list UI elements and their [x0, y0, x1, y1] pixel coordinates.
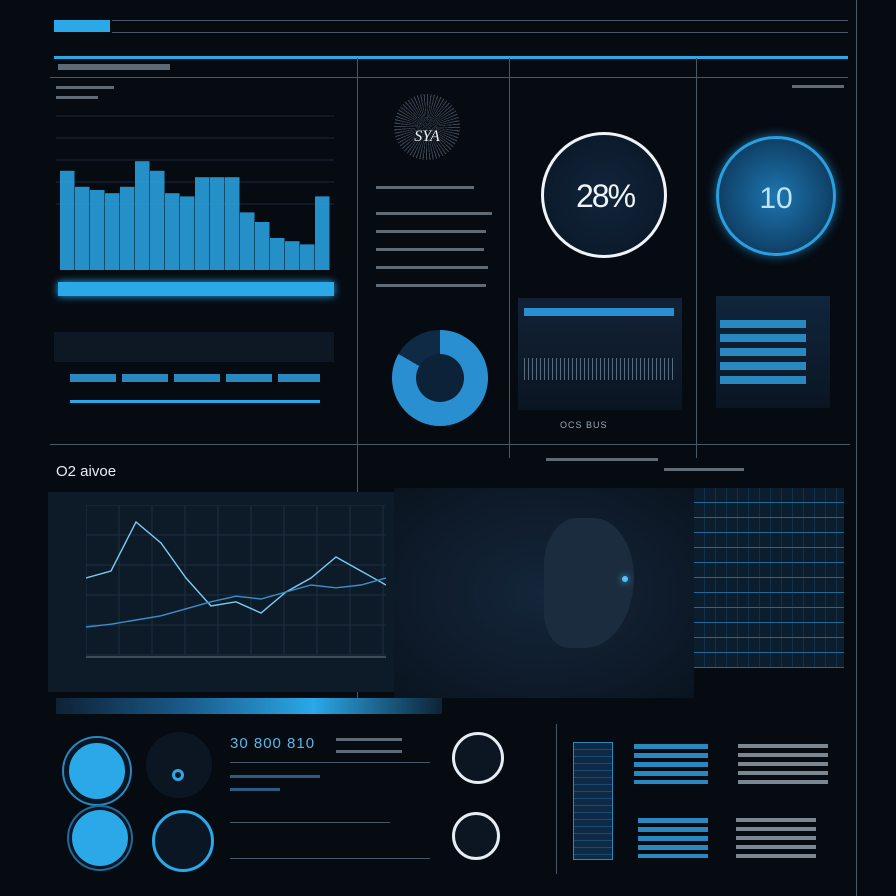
- gauge-icon[interactable]: [452, 812, 500, 860]
- text-placeholder: [376, 230, 486, 233]
- text-placeholder: [376, 284, 486, 287]
- status-circle-1[interactable]: [64, 738, 130, 804]
- divider: [230, 762, 430, 763]
- bar: [180, 196, 195, 270]
- text-placeholder: [376, 266, 488, 269]
- header-divider: [112, 20, 848, 21]
- data-grid-panel: [694, 488, 844, 668]
- bar: [75, 186, 90, 270]
- bar: [90, 190, 105, 270]
- bar: [255, 222, 270, 270]
- text-placeholder: [376, 186, 474, 189]
- mini-chart-panel: [518, 298, 682, 410]
- bar: [60, 170, 75, 270]
- chart-scrollbar[interactable]: [56, 698, 442, 714]
- dark-dial: [146, 732, 212, 798]
- text-placeholder: [336, 750, 402, 753]
- bar: [240, 212, 255, 270]
- column-divider: [556, 724, 557, 874]
- bar: [210, 177, 225, 270]
- mini-table-panel: [716, 296, 830, 408]
- chart-caption-placeholder: [56, 96, 98, 99]
- accent-bar: [54, 56, 848, 59]
- clipboard-icon[interactable]: [452, 732, 504, 784]
- text-placeholder: [376, 212, 492, 215]
- map-marker: [622, 576, 628, 582]
- divider: [50, 77, 848, 78]
- text-placeholder: [546, 458, 658, 461]
- divider: [230, 858, 430, 859]
- text-placeholder: [230, 775, 320, 778]
- chart-caption-placeholder: [56, 86, 114, 89]
- dial-label: SYA: [414, 128, 440, 145]
- bar: [285, 241, 300, 270]
- text-placeholder: [376, 248, 484, 251]
- panel-footer-label: OCS BUS: [560, 420, 608, 430]
- timeline-bar[interactable]: [70, 400, 320, 403]
- divider: [230, 822, 390, 823]
- bar: [225, 177, 240, 270]
- data-card: [634, 744, 708, 784]
- series-line: [86, 520, 386, 614]
- data-card: [638, 818, 708, 858]
- vertical-list-panel[interactable]: [573, 742, 613, 860]
- bar: [135, 161, 150, 270]
- bulb-icon: [152, 810, 214, 872]
- radial-dial: [394, 94, 460, 160]
- series-line: [86, 577, 386, 628]
- section-heading-placeholder: [58, 64, 170, 70]
- line-chart-panel: [48, 492, 394, 692]
- data-card: [738, 744, 828, 784]
- text-placeholder: [664, 468, 744, 471]
- data-card: [736, 818, 816, 858]
- section-title: O2 aivoe: [56, 463, 117, 480]
- world-map-panel: [394, 488, 694, 698]
- column-divider: [509, 58, 510, 458]
- kpi-value-1: 28%: [575, 178, 636, 214]
- summary-strip: [54, 332, 334, 362]
- top-right-heading-placeholder: [792, 85, 844, 88]
- column-divider: [856, 0, 857, 896]
- bar: [300, 244, 315, 270]
- header-tab[interactable]: [54, 20, 110, 32]
- header-divider: [112, 32, 848, 33]
- text-placeholder: [336, 738, 402, 741]
- column-divider: [696, 58, 697, 458]
- bar: [105, 193, 120, 270]
- bar-chart: [56, 115, 334, 270]
- bar: [165, 193, 180, 270]
- continent-shape: [544, 518, 634, 648]
- line-chart: [86, 505, 386, 658]
- kpi-ring-1: [541, 132, 667, 258]
- bottom-title: 30 800 810: [230, 735, 316, 752]
- bar: [120, 186, 135, 270]
- bar: [150, 170, 165, 270]
- donut-gauge: [392, 330, 488, 426]
- kpi-value-2: 10: [759, 182, 793, 215]
- bar: [315, 196, 330, 270]
- progress-segments: [70, 374, 320, 382]
- text-placeholder: [230, 788, 280, 791]
- kpi-ring-2: [716, 136, 836, 256]
- bar: [270, 238, 285, 270]
- column-divider: [357, 58, 358, 698]
- bar: [195, 177, 210, 270]
- chart-scrollbar[interactable]: [58, 282, 334, 296]
- status-circle-2[interactable]: [72, 810, 128, 866]
- row-divider: [50, 444, 850, 445]
